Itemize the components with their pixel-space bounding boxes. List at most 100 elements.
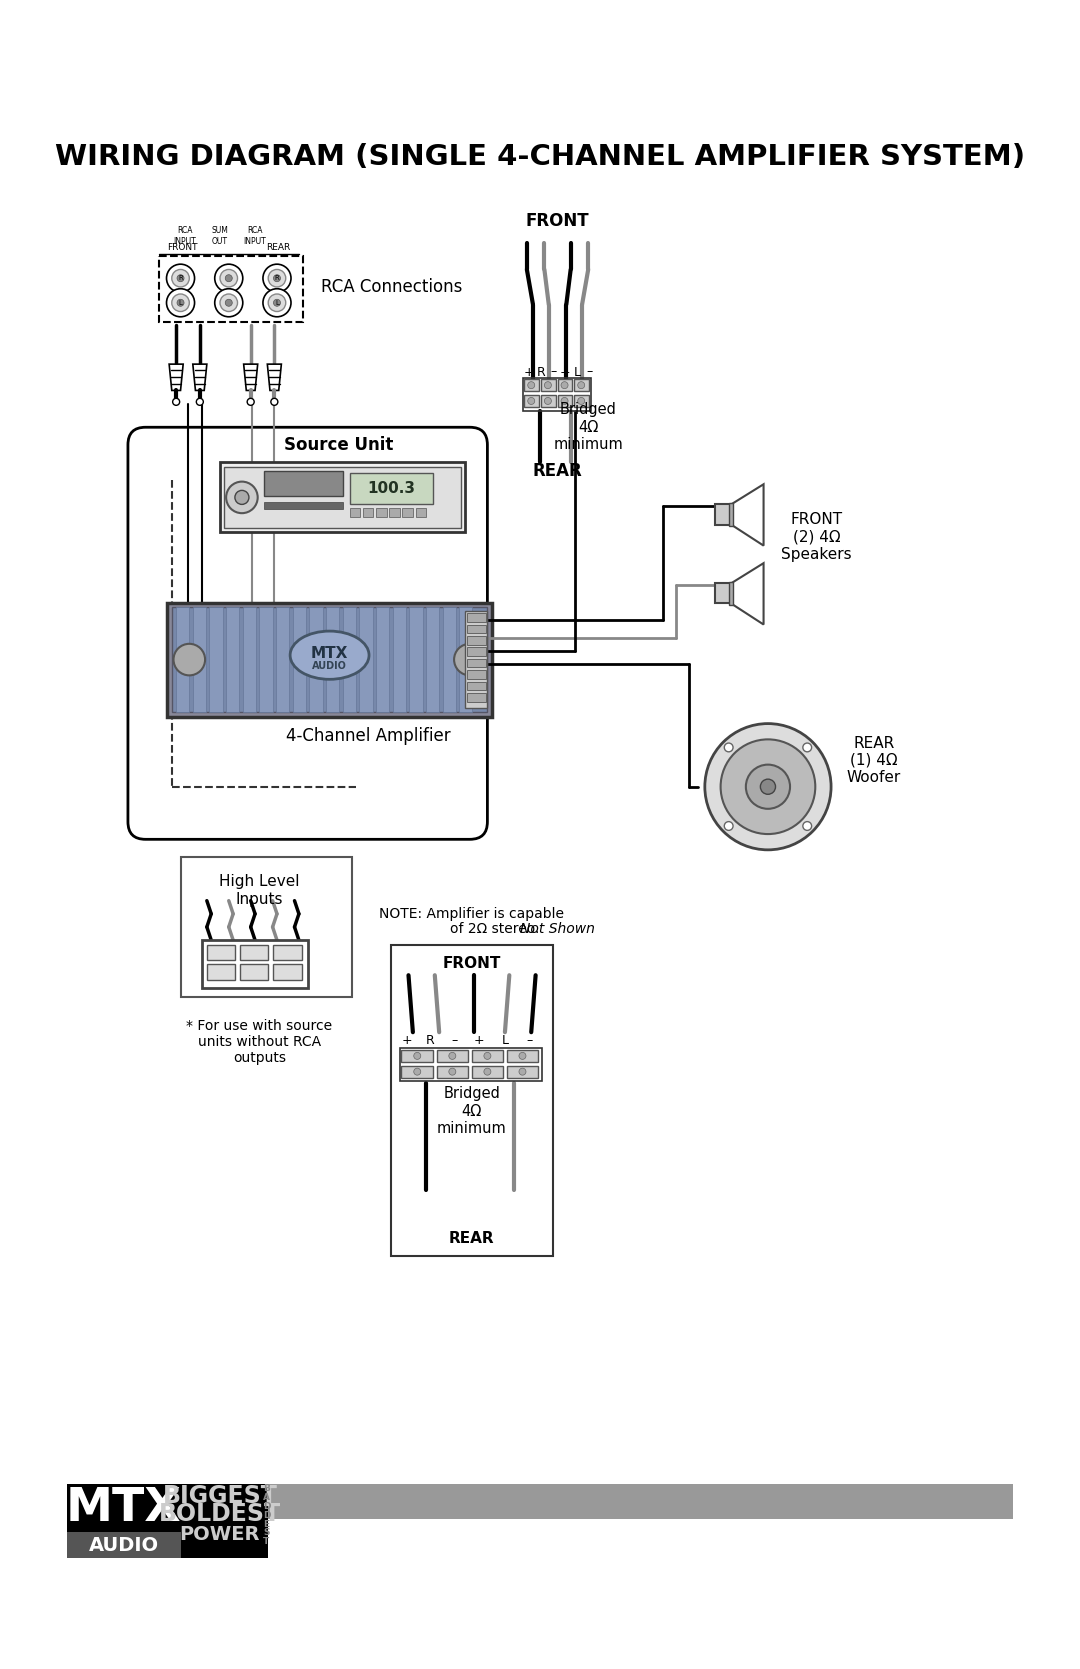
Bar [243, 608, 256, 713]
Bar [436, 1065, 468, 1078]
Text: AUDIO: AUDIO [312, 661, 347, 671]
Circle shape [226, 482, 258, 512]
Text: REAR: REAR [449, 1230, 495, 1245]
Circle shape [760, 779, 775, 794]
Circle shape [268, 294, 286, 312]
Circle shape [725, 821, 733, 831]
Text: Bridged
4Ω
minimum: Bridged 4Ω minimum [436, 1087, 507, 1137]
Bar [67, 1532, 180, 1559]
Circle shape [226, 299, 232, 307]
Bar [507, 1050, 538, 1061]
Bar [193, 608, 206, 713]
Circle shape [262, 289, 291, 317]
Circle shape [172, 269, 189, 287]
Bar [376, 507, 387, 517]
Text: R: R [274, 275, 280, 280]
Text: MTX: MTX [66, 1485, 181, 1530]
Bar [409, 608, 422, 713]
Circle shape [561, 397, 568, 404]
Circle shape [544, 382, 552, 389]
Polygon shape [193, 364, 207, 391]
Bar [541, 379, 556, 391]
Text: * For use with source
units without RCA
outputs: * For use with source units without RCA … [187, 1020, 333, 1065]
Text: FRONT
(2) 4Ω
Speakers: FRONT (2) 4Ω Speakers [781, 512, 852, 562]
Circle shape [177, 275, 184, 282]
Circle shape [578, 397, 584, 404]
Text: –: – [526, 1035, 532, 1048]
Text: –: – [451, 1035, 457, 1048]
Text: SUM
OUT: SUM OUT [212, 227, 229, 245]
Bar [240, 963, 268, 980]
Bar [541, 396, 556, 407]
Text: Bridged
4Ω
minimum: Bridged 4Ω minimum [553, 402, 623, 452]
Text: E: E [264, 1519, 270, 1529]
Bar [326, 608, 339, 713]
Bar [468, 648, 486, 656]
Text: –: – [550, 366, 556, 379]
Text: R: R [426, 1035, 435, 1048]
Bar [472, 1050, 503, 1061]
Text: L: L [178, 300, 183, 305]
Circle shape [234, 491, 248, 504]
Circle shape [220, 269, 238, 287]
Bar [207, 963, 234, 980]
Circle shape [197, 399, 203, 406]
Text: +: + [524, 366, 534, 379]
Circle shape [578, 382, 584, 389]
Circle shape [177, 299, 184, 307]
Circle shape [544, 397, 552, 404]
Bar [403, 507, 413, 517]
Circle shape [273, 275, 281, 282]
Circle shape [561, 382, 568, 389]
Bar [180, 856, 351, 996]
Bar [472, 1065, 503, 1078]
Bar [172, 608, 487, 713]
Bar [240, 945, 268, 960]
Bar [729, 581, 733, 606]
Text: FRONT: FRONT [526, 212, 590, 230]
Circle shape [519, 1053, 526, 1060]
Circle shape [528, 397, 535, 404]
Circle shape [273, 299, 281, 307]
Bar [436, 1050, 468, 1061]
Circle shape [484, 1053, 491, 1060]
Circle shape [484, 1068, 491, 1075]
Circle shape [449, 1068, 456, 1075]
Bar [426, 608, 440, 713]
Bar [465, 611, 487, 708]
Circle shape [268, 269, 286, 287]
Text: B: B [264, 1484, 270, 1494]
Bar [443, 608, 456, 713]
Bar [524, 379, 539, 391]
Bar [468, 636, 486, 644]
Polygon shape [244, 364, 258, 391]
Text: POWER: POWER [179, 1525, 260, 1544]
Text: REAR: REAR [266, 244, 291, 252]
Bar [220, 462, 465, 532]
Bar [557, 379, 572, 391]
Text: D: D [262, 1510, 270, 1520]
Bar [524, 396, 539, 407]
Text: R: R [537, 366, 545, 379]
Circle shape [173, 399, 179, 406]
Bar [342, 608, 356, 713]
Text: L: L [573, 366, 580, 379]
Text: WIRING DIAGRAM (SINGLE 4-CHANNEL AMPLIFIER SYSTEM): WIRING DIAGRAM (SINGLE 4-CHANNEL AMPLIFI… [55, 144, 1025, 172]
Bar [416, 507, 426, 517]
Bar [715, 582, 731, 604]
Circle shape [166, 264, 194, 292]
Text: High Level
Inputs: High Level Inputs [219, 875, 299, 906]
Circle shape [802, 743, 811, 751]
Text: +: + [473, 1035, 484, 1048]
Text: FRONT: FRONT [167, 244, 198, 252]
Bar [376, 608, 389, 713]
Circle shape [454, 644, 486, 676]
Bar [202, 940, 308, 988]
Bar [557, 396, 572, 407]
Bar [402, 1050, 433, 1061]
Text: D: D [262, 1502, 270, 1510]
Bar [575, 379, 589, 391]
Bar [393, 608, 406, 713]
Bar [67, 1484, 268, 1559]
Circle shape [174, 644, 205, 676]
